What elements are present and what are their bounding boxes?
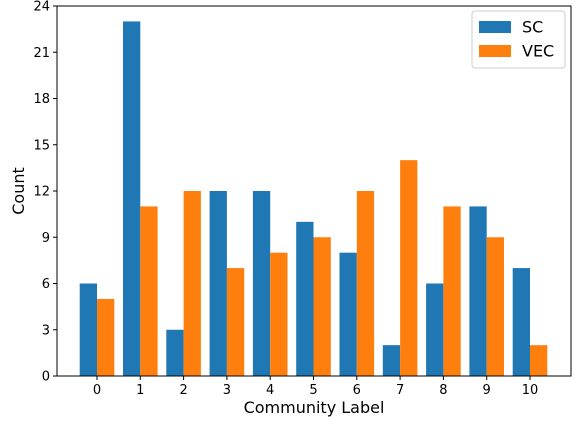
bar-vec-4 — [270, 252, 288, 376]
x-tick-label: 1 — [136, 383, 144, 398]
x-tick-label: 9 — [483, 383, 491, 398]
y-axis-label: Count — [9, 167, 28, 215]
x-tick-label: 10 — [522, 383, 539, 398]
y-tick-label: 6 — [42, 277, 50, 292]
y-tick-label: 3 — [42, 323, 50, 338]
bar-vec-7 — [400, 160, 418, 376]
x-tick-label: 4 — [266, 383, 274, 398]
bar-vec-5 — [313, 237, 331, 376]
y-tick-label: 24 — [33, 0, 50, 15]
bar-sc-1 — [123, 21, 141, 376]
y-axis-ticks: 0 3 6 9 12 15 18 21 24 — [33, 0, 57, 385]
y-tick-label: 9 — [42, 231, 50, 246]
legend-label-sc: SC — [522, 18, 543, 37]
bar-sc-6 — [339, 252, 357, 376]
legend-swatch-vec — [479, 45, 511, 57]
bar-sc-7 — [382, 345, 401, 376]
y-tick-label: 18 — [33, 92, 50, 107]
bar-vec-3 — [226, 268, 245, 376]
bar-sc-3 — [209, 191, 227, 376]
bar-vec-8 — [443, 206, 461, 376]
x-tick-label: 6 — [353, 383, 361, 398]
bar-sc-9 — [469, 206, 487, 376]
bars-layer — [79, 21, 548, 376]
y-tick-label: 15 — [33, 138, 50, 153]
bar-sc-10 — [512, 268, 530, 376]
x-axis-label: Community Label — [244, 398, 385, 417]
bar-sc-2 — [166, 329, 184, 376]
x-tick-label: 0 — [93, 383, 101, 398]
bar-vec-9 — [486, 237, 504, 376]
y-tick-label: 12 — [33, 185, 50, 200]
y-tick-label: 21 — [33, 46, 50, 61]
legend-label-vec: VEC — [522, 42, 554, 61]
x-tick-label: 5 — [309, 383, 317, 398]
bar-vec-6 — [356, 191, 375, 376]
x-tick-label: 2 — [179, 383, 187, 398]
legend: SC VEC — [471, 10, 566, 69]
bar-sc-8 — [426, 283, 444, 376]
bar-vec-0 — [97, 298, 115, 376]
bar-sc-0 — [79, 283, 97, 376]
bar-sc-5 — [296, 221, 314, 376]
x-tick-label: 7 — [396, 383, 404, 398]
plot-frame — [56, 5, 572, 377]
bar-vec-10 — [530, 345, 548, 376]
bar-sc-4 — [252, 191, 271, 376]
y-tick-label: 0 — [42, 370, 50, 385]
legend-swatch-sc — [479, 21, 511, 33]
bar-vec-2 — [183, 191, 201, 376]
x-tick-label: 8 — [439, 383, 447, 398]
bar-vec-1 — [140, 206, 158, 376]
x-tick-label: 3 — [223, 383, 231, 398]
x-axis-ticks: 0 1 2 3 4 5 6 7 8 9 10 — [93, 376, 538, 398]
